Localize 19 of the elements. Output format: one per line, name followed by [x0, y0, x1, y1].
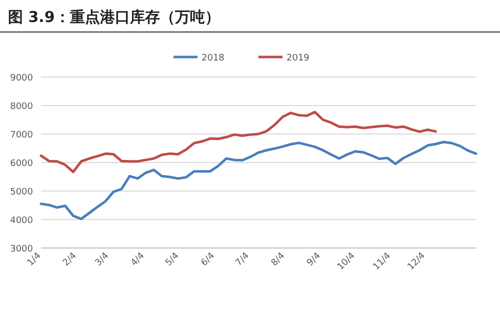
y-tick-label: 9000 [10, 74, 34, 84]
x-tick-label: 8/4 [270, 250, 288, 268]
x-tick-label: 4/4 [129, 250, 147, 268]
line-series [40, 110, 437, 174]
x-tick-label: 7/4 [234, 250, 252, 268]
x-tick-label: 9/4 [305, 250, 323, 268]
x-tick-label: 6/4 [200, 250, 218, 268]
y-tick-label: 4000 [10, 216, 34, 226]
legend-label: 2018 [202, 54, 225, 64]
y-tick-label: 5000 [10, 188, 34, 198]
chart-title: 图 3.9：重点港口库存（万吨） [8, 8, 220, 26]
x-tick-label: 2/4 [61, 250, 79, 268]
y-tick-label: 6000 [10, 159, 34, 169]
line-series [40, 140, 478, 220]
y-tick-label: 7000 [10, 130, 34, 140]
x-tick-label: 5/4 [164, 250, 182, 268]
x-tick-label: 3/4 [94, 250, 112, 268]
legend-label: 2019 [286, 54, 310, 64]
y-tick-label: 8000 [10, 102, 34, 112]
